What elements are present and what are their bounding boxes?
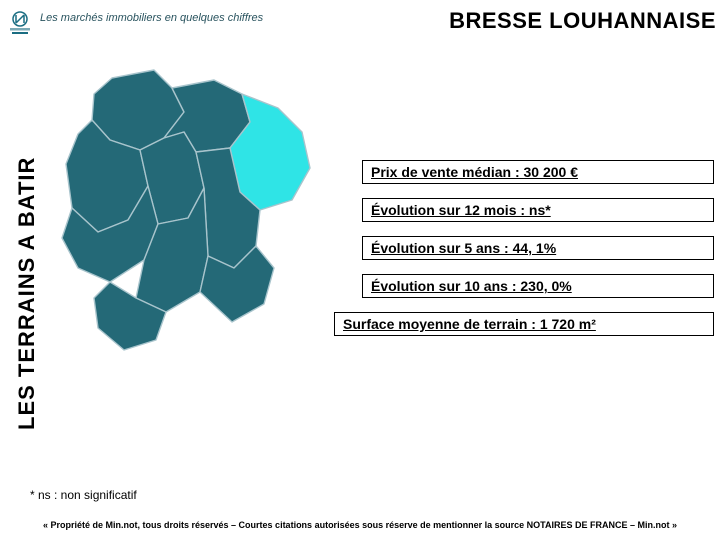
region-title: BRESSE LOUHANNAISE [449, 8, 716, 34]
footnote: * ns : non significatif [30, 488, 137, 502]
region-map [44, 60, 334, 360]
stat-row-3: Évolution sur 10 ans : 230, 0% [362, 274, 714, 298]
header: Les marchés immobiliers en quelques chif… [0, 6, 720, 36]
stats-panel: Prix de vente médian : 30 200 € Évolution… [362, 160, 714, 350]
stat-row-2: Évolution sur 5 ans : 44, 1% [362, 236, 714, 260]
slide-page: Les marchés immobiliers en quelques chif… [0, 0, 720, 540]
stat-row-1: Évolution sur 12 mois : ns* [362, 198, 714, 222]
stat-row-0: Prix de vente médian : 30 200 € [362, 160, 714, 184]
stat-row-4: Surface moyenne de terrain : 1 720 m² [334, 312, 714, 336]
header-subtitle: Les marchés immobiliers en quelques chif… [40, 12, 263, 24]
copyright-line: « Propriété de Min.not, tous droits rése… [0, 520, 720, 530]
category-side-label: LES TERRAINS A BATIR [14, 138, 44, 448]
notaires-logo [6, 8, 34, 36]
